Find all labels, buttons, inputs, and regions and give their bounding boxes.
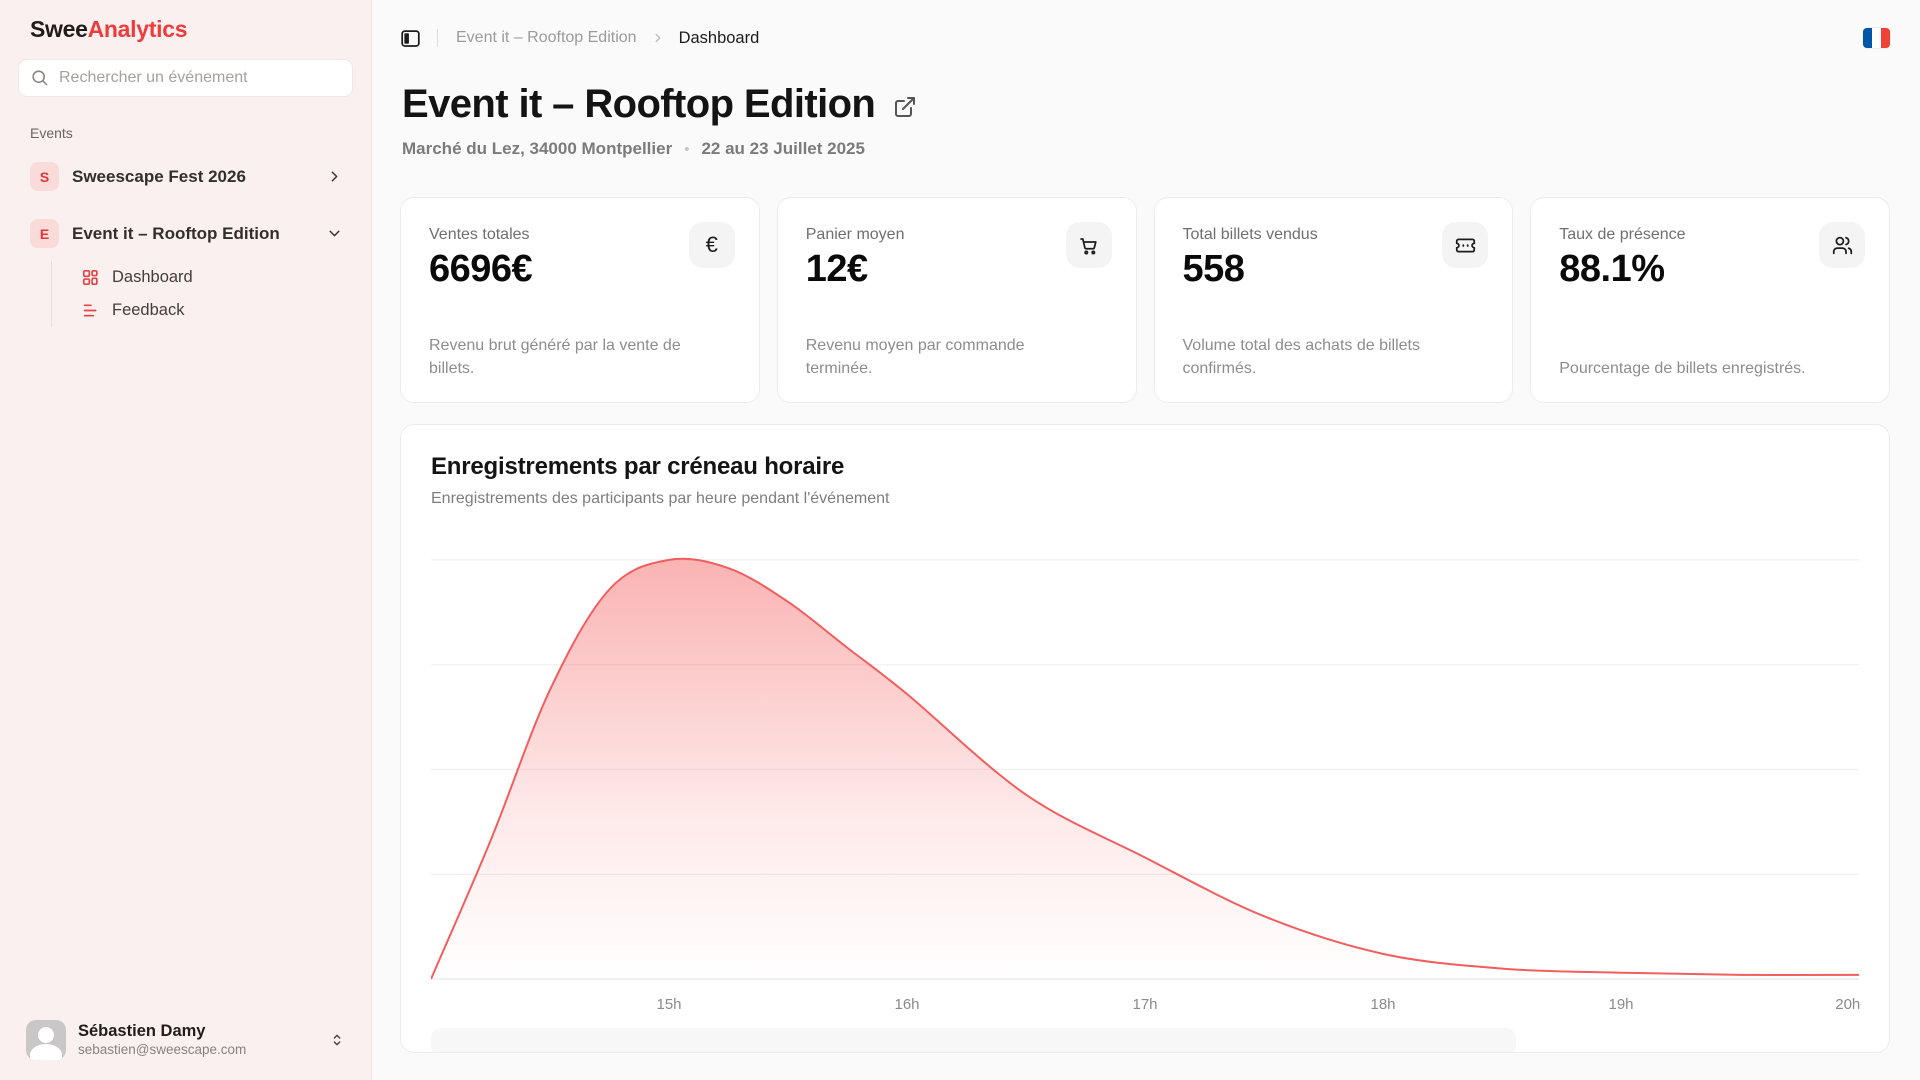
breadcrumb-parent[interactable]: Event it – Rooftop Edition <box>456 29 637 46</box>
event-initial-badge: S <box>30 162 59 191</box>
main-content: Event it – Rooftop Edition Dashboard Eve… <box>372 0 1920 1080</box>
sidebar-item-label: Sweescape Fest 2026 <box>72 166 246 186</box>
sidebar-item-sweescape-fest[interactable]: S Sweescape Fest 2026 <box>18 155 353 198</box>
sidebar-item-label: Event it – Rooftop Edition <box>72 223 280 243</box>
stat-card-billets-vendus: Total billets vendus 558 Volume total de… <box>1153 197 1514 403</box>
x-tick-label: 20h <box>1835 996 1861 1013</box>
feedback-lines-icon <box>81 301 100 320</box>
event-dates: 22 au 23 Juillet 2025 <box>701 139 865 158</box>
stat-card-taux-presence: Taux de présence 88.1% Pourcentage de bi… <box>1530 197 1890 403</box>
event-location: Marché du Lez, 34000 Montpellier <box>402 139 673 158</box>
euro-icon: € <box>688 222 735 268</box>
event-initial-badge: E <box>30 219 59 248</box>
stat-label: Taux de présence <box>1559 226 1686 243</box>
topbar-divider <box>437 29 438 47</box>
stat-value: 12€ <box>805 248 868 290</box>
ticket-icon <box>1442 222 1489 268</box>
stat-label: Panier moyen <box>805 226 905 243</box>
user-email: sebastien@sweescape.com <box>78 1041 247 1057</box>
x-tick-label: 16h <box>894 996 920 1013</box>
stat-label: Ventes totales <box>429 226 530 243</box>
sidebar-item-dashboard[interactable]: Dashboard <box>73 261 353 294</box>
subnav-label: Feedback <box>112 301 185 319</box>
stat-label: Total billets vendus <box>1182 226 1318 243</box>
chart-area: 15h 16h 17h 18h 19h 20h <box>431 530 1861 1052</box>
page-subtitle: Marché du Lez, 34000 Montpellier • 22 au… <box>402 139 1890 159</box>
external-link-icon[interactable] <box>893 95 917 119</box>
sidebar-item-feedback[interactable]: Feedback <box>73 294 353 327</box>
separator-dot: • <box>684 140 690 158</box>
stat-card-panier-moyen: Panier moyen 12€ Revenu moyen par comman… <box>776 197 1137 403</box>
chevron-right-icon <box>326 168 343 185</box>
stat-value: 558 <box>1182 248 1245 290</box>
search-input[interactable] <box>18 59 353 97</box>
x-tick-label: 17h <box>1132 996 1158 1013</box>
chart-title: Enregistrements par créneau horaire <box>431 453 845 480</box>
sidebar: SweeAnalytics Events S Sweescape Fest 20… <box>0 0 372 1080</box>
stat-card-ventes-totales: Ventes totales 6696€ € Revenu brut génér… <box>400 197 760 403</box>
avatar <box>26 1020 66 1060</box>
sidebar-spacer <box>18 327 353 1014</box>
chevrons-up-down-icon <box>329 1032 345 1048</box>
chevron-down-icon <box>326 225 343 242</box>
french-flag-icon[interactable] <box>1863 28 1890 48</box>
subnav-label: Dashboard <box>112 268 193 286</box>
registrations-chart-card: Enregistrements par créneau horaire Enre… <box>400 424 1890 1053</box>
user-name: Sébastien Damy <box>78 1022 206 1041</box>
app-logo: SweeAnalytics <box>18 14 353 57</box>
event-search <box>18 59 353 97</box>
stat-value: 6696€ <box>429 248 533 290</box>
x-tick-label: 18h <box>1370 996 1396 1013</box>
stat-description: Pourcentage de billets enregistrés. <box>1559 359 1806 377</box>
search-icon <box>30 68 49 87</box>
events-section-label: Events <box>30 125 73 141</box>
breadcrumb-current: Dashboard <box>678 28 760 47</box>
sidebar-item-event-it-rooftop[interactable]: E Event it – Rooftop Edition <box>18 212 353 255</box>
brand-suffix: Analytics <box>87 16 188 42</box>
breadcrumb-chevron-icon <box>651 31 665 45</box>
brand-prefix: Swee <box>30 16 88 42</box>
dashboard-grid-icon <box>81 268 100 287</box>
cart-icon <box>1065 222 1112 268</box>
stat-description: Revenu brut généré par la vente de bille… <box>429 336 681 377</box>
stat-description: Revenu moyen par commande terminée. <box>805 336 1025 377</box>
user-menu[interactable]: Sébastien Damy sebastien@sweescape.com <box>18 1014 353 1062</box>
x-tick-label: 15h <box>656 996 682 1013</box>
page-title: Event it – Rooftop Edition <box>402 82 876 126</box>
page-head: Event it – Rooftop Edition Marché du Lez… <box>402 82 1890 159</box>
chart-subtitle: Enregistrements des participants par heu… <box>431 490 890 507</box>
stat-value: 88.1% <box>1559 248 1665 290</box>
registrations-area-chart <box>431 530 1859 980</box>
topbar: Event it – Rooftop Edition Dashboard <box>400 20 1890 56</box>
users-icon <box>1819 222 1865 268</box>
chart-footer-strip <box>431 1028 1517 1052</box>
x-axis-labels: 15h 16h 17h 18h 19h 20h <box>431 994 1861 1020</box>
stats-grid: Ventes totales 6696€ € Revenu brut génér… <box>400 197 1890 403</box>
event-subnav: Dashboard Feedback <box>51 261 353 327</box>
sidebar-toggle-icon[interactable] <box>400 28 421 49</box>
stat-description: Volume total des achats de billets confi… <box>1182 336 1420 377</box>
x-tick-label: 19h <box>1608 996 1634 1013</box>
user-meta: Sébastien Damy sebastien@sweescape.com <box>78 1021 317 1059</box>
